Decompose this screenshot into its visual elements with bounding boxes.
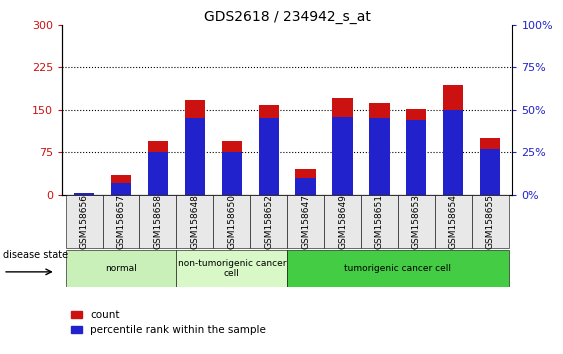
Text: normal: normal	[105, 264, 137, 273]
Bar	[296, 178, 316, 195]
Bar	[296, 169, 316, 195]
Bar	[111, 175, 131, 195]
Bar	[287, 250, 508, 287]
Bar	[111, 183, 131, 195]
Bar	[406, 109, 427, 195]
Text: GSM158655: GSM158655	[486, 194, 495, 249]
Text: tumorigenic cancer cell: tumorigenic cancer cell	[345, 264, 452, 273]
Title: GDS2618 / 234942_s_at: GDS2618 / 234942_s_at	[204, 10, 370, 24]
Bar	[176, 195, 213, 248]
Bar	[74, 193, 94, 195]
Bar	[472, 195, 508, 248]
Bar	[324, 195, 361, 248]
Text: GSM158647: GSM158647	[301, 194, 310, 249]
Bar	[176, 250, 287, 287]
Text: GSM158654: GSM158654	[449, 194, 458, 249]
Bar	[406, 120, 427, 195]
Text: GSM158651: GSM158651	[375, 194, 384, 249]
Bar	[66, 250, 176, 287]
Text: disease state: disease state	[3, 250, 68, 260]
Text: GSM158650: GSM158650	[227, 194, 236, 249]
Text: GSM158657: GSM158657	[117, 194, 126, 249]
Bar	[258, 118, 279, 195]
Bar	[287, 195, 324, 248]
Bar	[480, 149, 501, 195]
Bar	[250, 195, 287, 248]
Text: GSM158648: GSM158648	[190, 194, 199, 249]
Bar	[480, 138, 501, 195]
Bar	[185, 99, 205, 195]
Text: GSM158656: GSM158656	[79, 194, 88, 249]
Bar	[102, 195, 140, 248]
Bar	[398, 195, 435, 248]
Bar	[443, 85, 463, 195]
Text: GSM158649: GSM158649	[338, 194, 347, 249]
Text: GSM158652: GSM158652	[264, 194, 273, 249]
Bar	[148, 141, 168, 195]
Text: GSM158658: GSM158658	[153, 194, 162, 249]
Bar	[140, 195, 176, 248]
Bar	[361, 195, 398, 248]
Bar	[185, 118, 205, 195]
Bar	[66, 195, 102, 248]
Legend: count, percentile rank within the sample: count, percentile rank within the sample	[67, 306, 270, 339]
Bar	[74, 194, 94, 195]
Bar	[435, 195, 472, 248]
Bar	[332, 98, 352, 195]
Bar	[258, 105, 279, 195]
Bar	[443, 110, 463, 195]
Bar	[369, 103, 390, 195]
Bar	[369, 118, 390, 195]
Text: non-tumorigenic cancer
cell: non-tumorigenic cancer cell	[177, 259, 286, 278]
Bar	[222, 141, 242, 195]
Text: GSM158653: GSM158653	[412, 194, 421, 249]
Bar	[332, 116, 352, 195]
Bar	[148, 152, 168, 195]
Bar	[213, 195, 250, 248]
Bar	[222, 152, 242, 195]
